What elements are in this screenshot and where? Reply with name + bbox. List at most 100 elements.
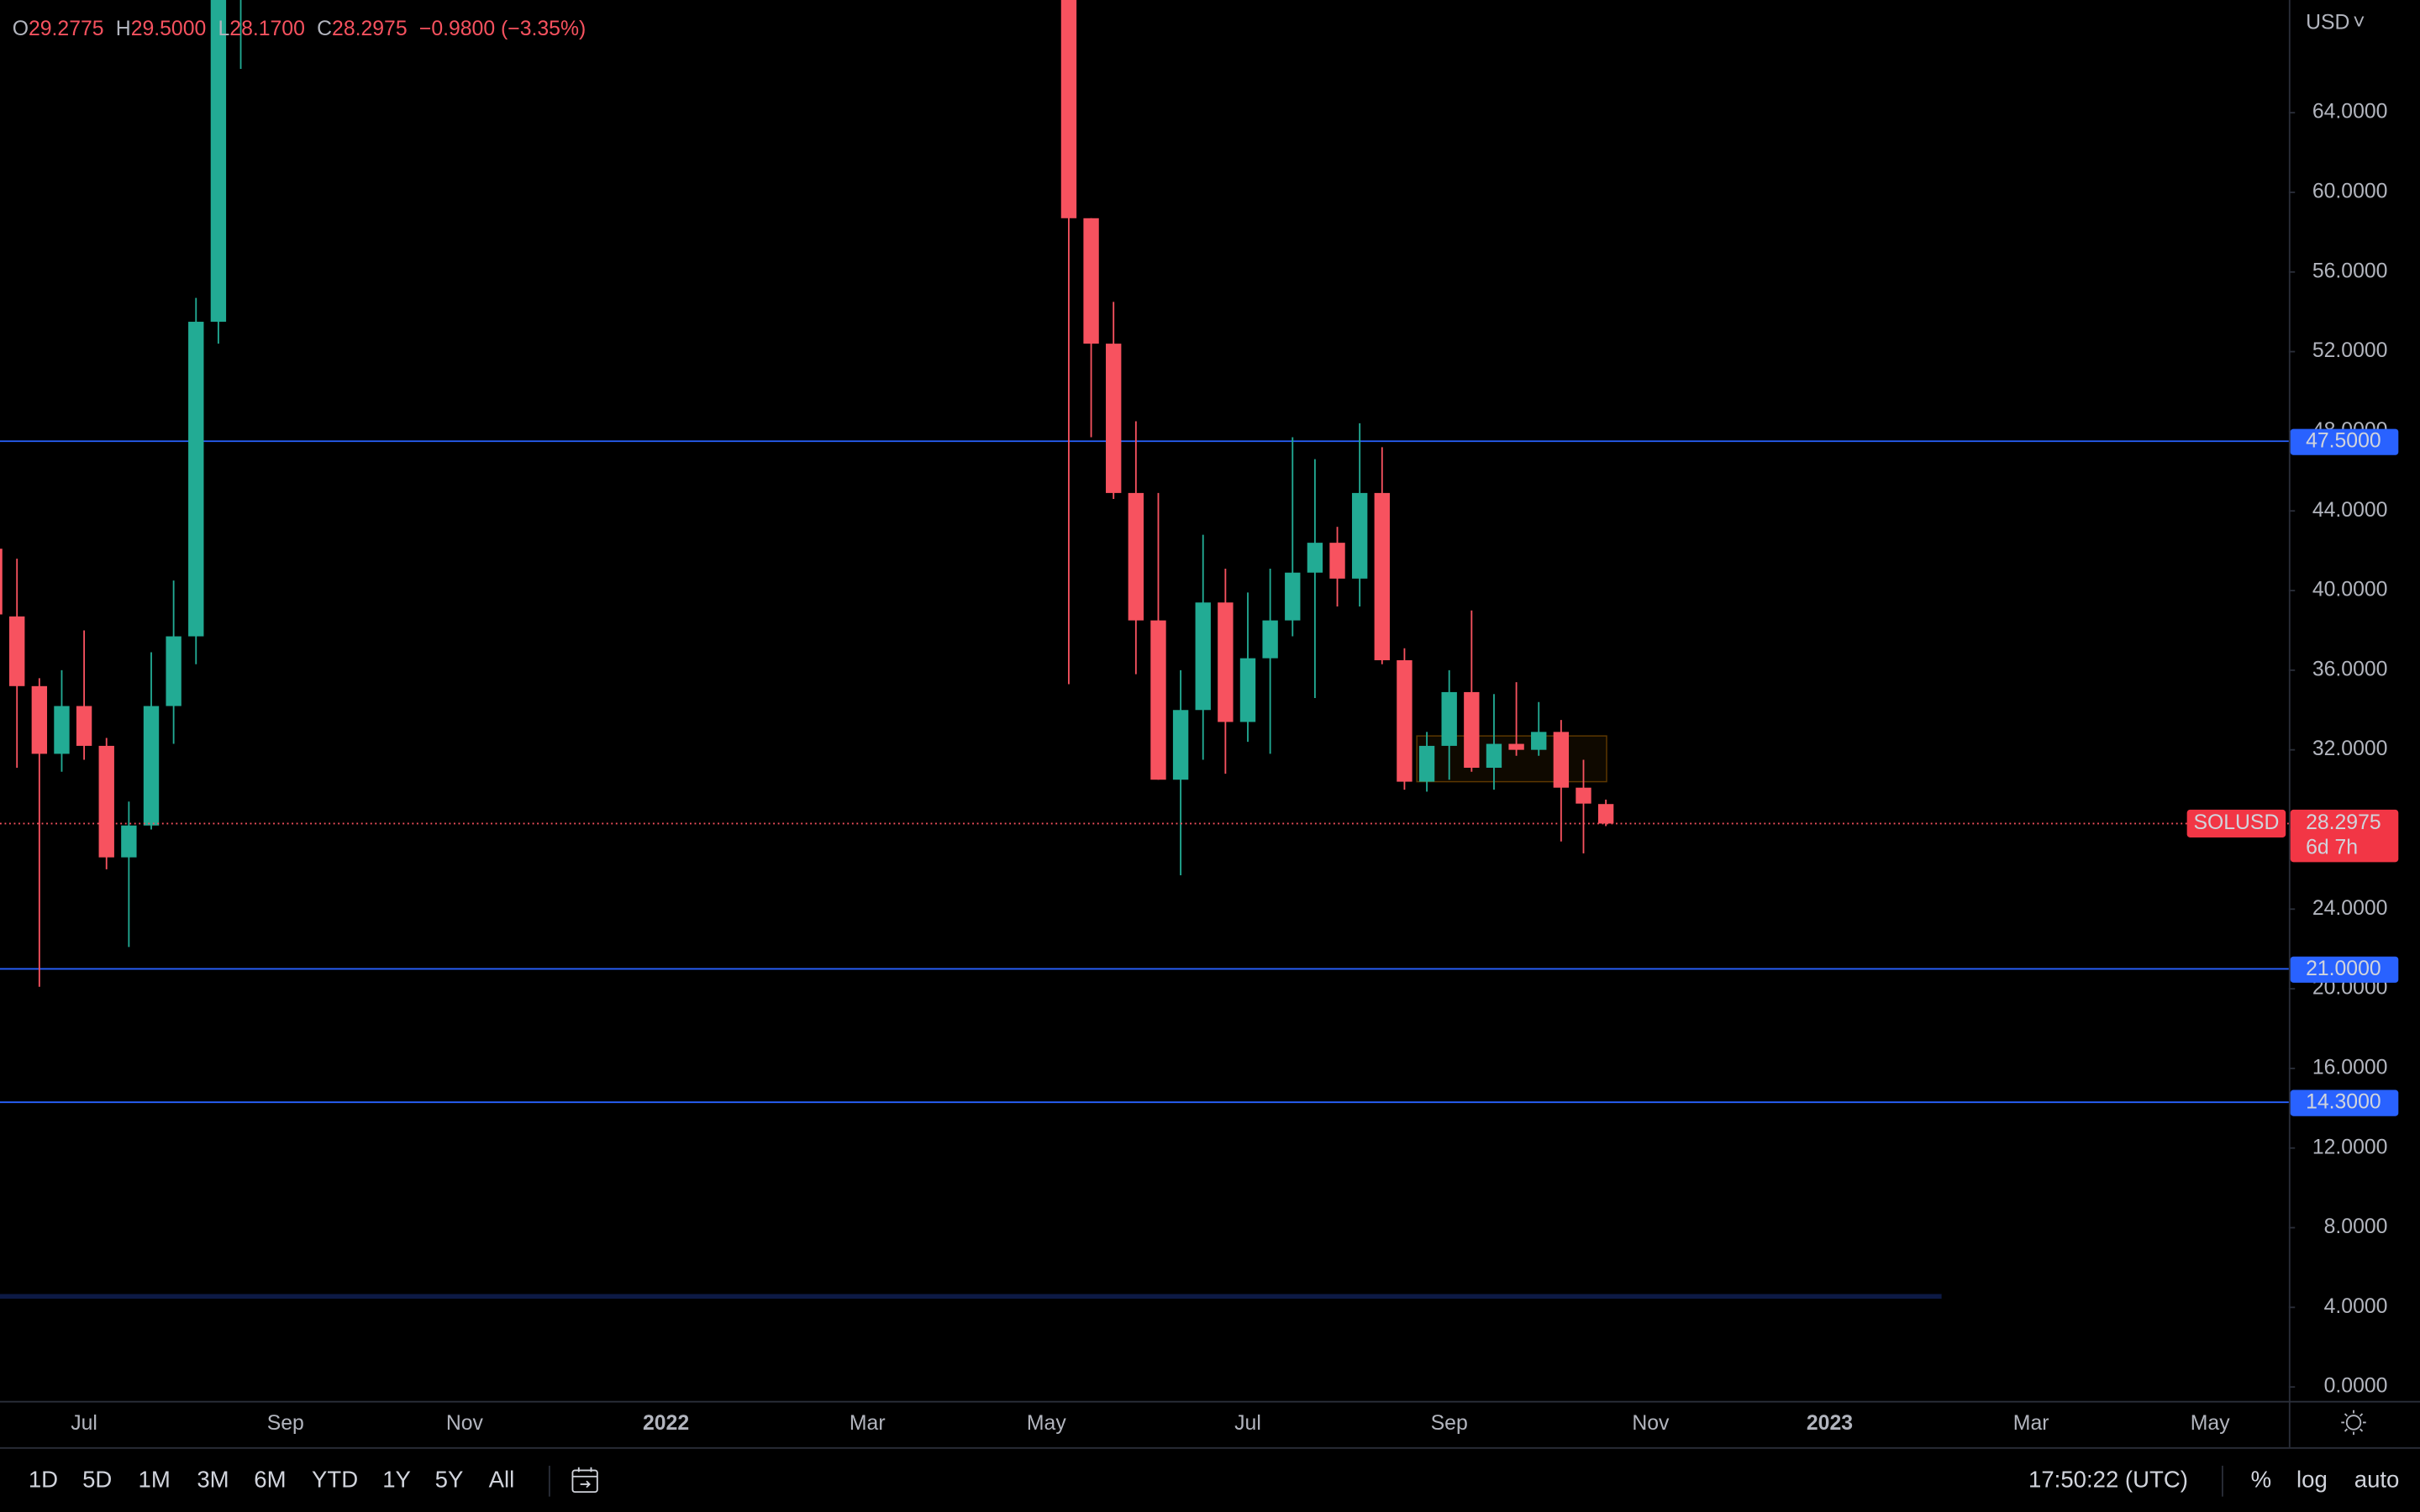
candle-body	[1553, 732, 1570, 788]
candle-body	[1351, 492, 1368, 579]
chevron[interactable]: ˅	[2353, 11, 2365, 34]
candle-body	[1218, 602, 1234, 722]
level-label: 21.0000	[2306, 958, 2381, 980]
auto-toggle[interactable]: auto	[2354, 1467, 2400, 1493]
x-tick-label: Jul	[1234, 1412, 1261, 1435]
candle-body	[1172, 710, 1189, 780]
x-tick-label: Mar	[2013, 1412, 2049, 1435]
y-tick-label: 12.0000	[2312, 1136, 2388, 1158]
price-axis: 0.00004.00008.000012.000016.000020.00002…	[2288, 101, 2388, 1398]
legend-key: H	[116, 17, 131, 39]
candle-body	[0, 549, 3, 615]
y-tick-label: 32.0000	[2312, 738, 2388, 760]
candle-body	[1060, 0, 1077, 218]
candle-body	[1285, 572, 1301, 621]
price-label: 28.2975	[2306, 811, 2381, 834]
currency-menu[interactable]: USD ˅	[2306, 11, 2365, 34]
x-tick-label: Sep	[1431, 1412, 1468, 1435]
calendar-detail[interactable]	[572, 1467, 597, 1488]
gear[interactable]	[2345, 1415, 2362, 1431]
range-button[interactable]: 1D	[29, 1467, 58, 1493]
plot-area	[0, 0, 2289, 1299]
symbol-label: SOLUSD	[2193, 811, 2279, 834]
countdown-label: 6d 7h	[2306, 836, 2358, 858]
candle-body	[1374, 492, 1390, 660]
settings-icon[interactable]	[2341, 1410, 2366, 1436]
price-badge	[2290, 809, 2399, 863]
candle-body	[1106, 344, 1122, 493]
candle-body	[1128, 492, 1144, 621]
candle-body	[1531, 732, 1547, 750]
candle-body	[98, 745, 114, 858]
candle-body	[1508, 743, 1524, 750]
candle-body	[1239, 658, 1256, 722]
candle-body	[1150, 620, 1166, 780]
y-tick-label: 0.0000	[2324, 1375, 2388, 1398]
x-tick-label: Nov	[1632, 1412, 1670, 1435]
x-tick-label: 2023	[1807, 1412, 1853, 1435]
candle-body	[1576, 787, 1591, 804]
candle-body	[1083, 218, 1099, 344]
x-tick-label: May	[2191, 1412, 2230, 1435]
candle-body	[54, 706, 70, 754]
symbol-badge	[2186, 809, 2286, 837]
range-button[interactable]: 1M	[139, 1467, 171, 1493]
candle-body	[1418, 745, 1435, 782]
range-button[interactable]: YTD	[312, 1467, 358, 1493]
legend-value: 29.5000	[131, 17, 207, 39]
candle-body	[166, 636, 182, 706]
candle-body	[143, 706, 160, 826]
x-tick-label: Jul	[71, 1412, 97, 1435]
clock[interactable]: 17:50:22 (UTC)	[2028, 1467, 2188, 1493]
candle-body	[1262, 620, 1278, 659]
x-tick-label: May	[1027, 1412, 1066, 1435]
y-tick-label: 44.0000	[2312, 499, 2388, 522]
y-tick-label: 60.0000	[2312, 181, 2388, 203]
legend-key: O	[13, 17, 29, 39]
y-tick-label: 40.0000	[2312, 579, 2388, 601]
x-tick-label: Mar	[850, 1412, 886, 1435]
toolbar: 1D 5D 1M 3M 6M YTD 1Y 5Y All 17:50:22 (UTC)% log au…	[29, 1465, 2400, 1497]
percent-toggle[interactable]: %	[2251, 1467, 2272, 1493]
y-tick-label: 8.0000	[2324, 1215, 2388, 1238]
candle-body	[1464, 691, 1480, 768]
legend-value: 28.1700	[229, 17, 305, 39]
log-toggle[interactable]: log	[2296, 1467, 2328, 1493]
date-range-icon[interactable]	[571, 1467, 598, 1494]
level-badge	[2290, 956, 2399, 983]
currency[interactable]: USD	[2306, 11, 2349, 34]
calendar[interactable]	[571, 1469, 598, 1494]
range-button[interactable]: 1Y	[382, 1467, 411, 1493]
y-tick-label: 4.0000	[2324, 1295, 2388, 1318]
level-badge	[2290, 428, 2399, 455]
level-label: 47.5000	[2306, 430, 2381, 453]
candle-body	[1597, 804, 1614, 824]
x-tick-label: Nov	[446, 1412, 484, 1435]
candle-body	[31, 685, 48, 754]
candle-body	[9, 616, 25, 686]
x-tick-label: Sep	[267, 1412, 304, 1435]
y-tick-label: 24.0000	[2312, 897, 2388, 920]
y-tick-label: 36.0000	[2312, 658, 2388, 680]
range-button[interactable]: 3M	[197, 1467, 229, 1493]
candle-body	[1441, 691, 1457, 746]
range-button[interactable]: 5D	[82, 1467, 112, 1493]
gear-teeth[interactable]	[2341, 1410, 2366, 1436]
range-button[interactable]: All	[489, 1467, 515, 1493]
legend-key: L	[218, 17, 230, 39]
range-button[interactable]: 5Y	[435, 1467, 464, 1493]
candle-body	[210, 0, 227, 323]
y-tick-label: 56.0000	[2312, 260, 2388, 282]
y-tick-label: 64.0000	[2312, 101, 2388, 123]
y-tick-label: 16.0000	[2312, 1056, 2388, 1079]
candle-body	[76, 706, 92, 746]
candle-body	[1195, 602, 1211, 711]
candle-body	[1329, 543, 1345, 579]
range-button[interactable]: 6M	[254, 1467, 286, 1493]
level-label: 14.3000	[2306, 1091, 2381, 1114]
legend-change: −0.9800 (−3.35%)	[419, 17, 586, 39]
x-tick-label: 2022	[643, 1412, 689, 1435]
